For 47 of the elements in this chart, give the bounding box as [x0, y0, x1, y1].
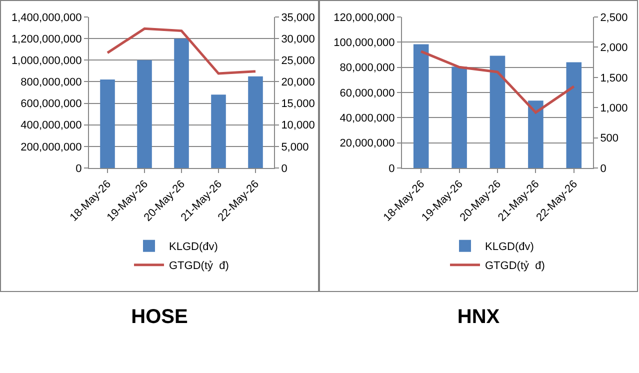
y2-tick-label: 20,000: [281, 76, 315, 89]
text: HOSE: [130, 306, 189, 329]
y-tick-label: 0: [388, 162, 395, 175]
text: HNX: [456, 306, 501, 329]
y-tick-label: 1,200,000,000: [11, 33, 82, 46]
y2-tick-label: 5,000: [281, 141, 309, 154]
y2-tick-label: 0: [281, 162, 288, 175]
line-series: [420, 50, 576, 114]
bar: [211, 94, 226, 168]
y2-tick-label: 35,000: [281, 12, 315, 24]
y-tick-label: 600,000,000: [20, 98, 82, 110]
y-tick-label: 40,000,000: [340, 112, 395, 125]
y2-tick-label: 15,000: [281, 98, 315, 110]
y2-tick-label: 1,500: [600, 72, 628, 84]
y-tick-label: 60,000,000: [340, 87, 395, 100]
bar: [248, 76, 263, 168]
y2-tick-label: 500: [600, 132, 619, 145]
bar: [528, 100, 544, 168]
line-series: [106, 27, 257, 75]
y-tick-label: 20,000,000: [340, 138, 395, 150]
y-tick-label: 1,000,000,000: [11, 54, 82, 67]
y-tick-label: 120,000,000: [334, 12, 395, 24]
y2-tick-label: 0: [600, 162, 606, 175]
y-tick-label: 1,400,000,000: [11, 12, 82, 24]
bar: [490, 56, 506, 168]
y-tick-label: 400,000,000: [20, 120, 82, 132]
bar: [413, 44, 429, 168]
legend-label: GTGD(tỷ đ): [169, 260, 229, 272]
y-tick-label: 0: [76, 162, 82, 175]
y2-tick-label: 1,000: [600, 102, 628, 114]
bar: [100, 80, 115, 168]
y-tick-label: 100,000,000: [334, 37, 395, 50]
bar: [137, 60, 152, 168]
bar: [174, 38, 189, 168]
y-tick-label: 80,000,000: [340, 62, 395, 74]
bar: [566, 62, 582, 168]
y2-tick-label: 2,000: [600, 42, 628, 54]
y-tick-label: 200,000,000: [20, 141, 82, 154]
y2-tick-label: 30,000: [281, 33, 315, 46]
legend-label: KLGD(đv): [169, 241, 218, 254]
bar: [452, 66, 467, 168]
y2-tick-label: 25,000: [281, 54, 315, 67]
legend-label: KLGD(đv): [485, 241, 534, 254]
y-tick-label: 800,000,000: [20, 76, 82, 89]
y2-tick-label: 10,000: [281, 120, 315, 132]
y2-tick-label: 2,500: [600, 12, 628, 24]
legend-label: GTGD(tỷ đ): [485, 260, 545, 272]
